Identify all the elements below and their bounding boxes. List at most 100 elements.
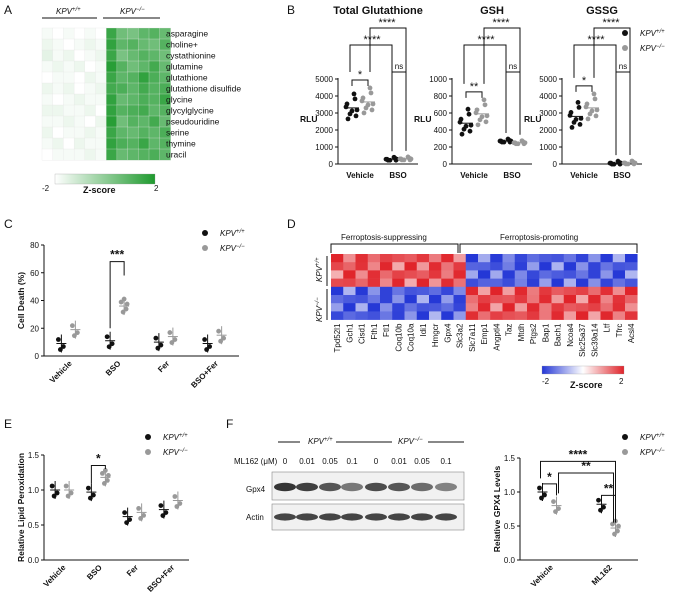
heatmap-cell [416,254,430,263]
data-point [353,113,359,119]
heatmap-cell [127,148,139,161]
data-point [106,344,112,350]
heatmap-cell [138,104,150,117]
heatmap-cell [625,278,638,288]
heatmap-cell [453,278,467,288]
heatmap-cell [429,278,442,288]
data-point [218,338,224,344]
panel-f-legend-wt: KPV+/+ [640,433,665,442]
heatmap-cell [392,262,405,271]
heatmap-cell [63,104,75,117]
data-point [365,102,371,108]
data-point [507,139,513,145]
heatmap-cell [331,286,344,296]
heatmap-cell [73,38,86,51]
heatmap-cell [490,303,503,312]
heatmap-cell [588,311,601,320]
heatmap-cell [441,303,454,312]
heatmap-cell [95,60,107,73]
heatmap-cell [343,278,356,288]
panel-d-scale-label: Z-score [570,380,603,390]
heatmap-cell [588,295,601,304]
sig-label: * [547,470,552,484]
x-tick-label: BSO+Fer [146,563,177,594]
panel-f-western-blot [271,471,465,531]
gpx4-band [274,482,296,492]
heatmap-cell [138,49,150,62]
panel-b-legend-ko: KPV−/− [640,44,665,53]
sig-label: ** [581,459,591,473]
heatmap-cell [539,254,552,263]
heatmap-cell [563,270,577,279]
heatmap-cell [612,286,626,296]
heatmap-cell [127,137,139,150]
heatmap-cell [127,126,139,139]
data-point [585,116,591,122]
sig-label: ** [470,81,479,93]
heatmap-cell [502,278,516,288]
heatmap-cell [106,126,118,139]
heatmap-cell [502,262,516,271]
heatmap-cell [625,303,638,312]
gpx4-band [388,482,410,492]
heatmap-cell [73,82,86,95]
data-point [369,107,375,113]
heatmap-cell [478,295,491,304]
heatmap-cell [502,311,516,320]
heatmap-cell [73,148,86,161]
heatmap-cell [478,262,491,271]
data-point [123,306,129,312]
data-point [63,483,69,489]
data-point [407,157,413,163]
panel-f-group2: KPV−/− [398,437,423,446]
heatmap-cell [465,254,479,263]
x-tick-label: BSO [85,563,104,582]
heatmap-cell [73,49,86,62]
heatmap-cell [41,60,54,73]
heatmap-cell [148,60,161,73]
panel-a-scale-min: -2 [42,184,50,193]
heatmap-cell [404,295,418,304]
heatmap-cell [127,104,139,117]
heatmap-cell [127,49,139,62]
heatmap-cell [148,71,161,84]
gene-label: Hmgcr [431,323,440,347]
data-point [473,110,479,116]
heatmap-cell [159,148,171,161]
heatmap-cell [563,295,577,304]
data-point [51,493,57,499]
heatmap-cell [588,254,601,263]
y-tick-label: 400 [434,126,448,135]
data-point [577,122,583,127]
data-point [457,119,463,125]
data-point [593,113,599,119]
panel-d-group-headers: Ferroptosis-suppressing Ferroptosis-prom… [330,233,638,253]
heatmap-cell [41,93,54,106]
heatmap-cell [84,137,96,150]
gene-label: Acsl4 [627,323,636,343]
y-axis-label: RLU [300,114,317,124]
panel-d-letter: D [287,217,296,231]
data-point [54,490,60,496]
heatmap-cell [331,270,344,279]
sig-bracket [90,465,106,483]
heatmap-cell [106,60,118,73]
heatmap-cell [514,311,528,320]
heatmap-cell [600,254,614,263]
heatmap-cell [95,71,107,84]
x-tick-label: BSO [503,171,520,180]
heatmap-cell [453,270,467,279]
panel-b-legend: KPV+/+ KPV−/− [622,29,665,53]
y-tick-label: 1000 [429,75,447,84]
sig-label: ns [619,62,627,71]
panel-c-letter: C [4,217,13,231]
heatmap-cell [63,71,75,84]
heatmap-cell [95,49,107,62]
heatmap-cell [73,137,86,150]
heatmap-cell [116,82,129,95]
panel-d-colorbar [541,365,625,375]
heatmap-cell [367,295,381,304]
heatmap-cell [539,295,552,304]
heatmap-cell [612,270,626,279]
heatmap-cell [73,104,86,117]
